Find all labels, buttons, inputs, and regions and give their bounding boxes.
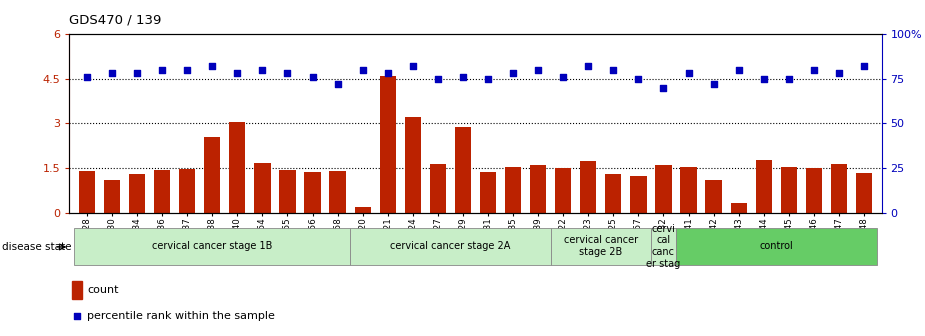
- Point: [531, 67, 546, 72]
- Bar: [630, 176, 647, 213]
- Text: disease state: disease state: [2, 242, 71, 252]
- Bar: [655, 165, 672, 213]
- FancyBboxPatch shape: [550, 227, 651, 265]
- FancyBboxPatch shape: [651, 227, 676, 265]
- Bar: [129, 173, 145, 213]
- Bar: [104, 180, 120, 213]
- Text: cervical cancer stage 1B: cervical cancer stage 1B: [152, 241, 273, 251]
- Point: [305, 74, 320, 79]
- Bar: [781, 167, 797, 213]
- Text: GDS470 / 139: GDS470 / 139: [69, 13, 162, 27]
- Point: [481, 76, 496, 81]
- Bar: [605, 174, 622, 213]
- Bar: [72, 281, 81, 299]
- Point: [405, 63, 420, 69]
- Point: [330, 81, 345, 87]
- Point: [455, 74, 470, 79]
- Point: [506, 71, 521, 76]
- Bar: [731, 203, 746, 213]
- Point: [154, 67, 169, 72]
- Point: [857, 63, 871, 69]
- Point: [757, 76, 771, 81]
- Text: cervical cancer
stage 2B: cervical cancer stage 2B: [563, 235, 638, 257]
- FancyBboxPatch shape: [351, 227, 550, 265]
- Text: cervi
cal
canc
er stag: cervi cal canc er stag: [647, 224, 681, 268]
- Point: [832, 71, 846, 76]
- Point: [631, 76, 646, 81]
- FancyBboxPatch shape: [676, 227, 877, 265]
- Point: [130, 71, 144, 76]
- Bar: [430, 164, 446, 213]
- Point: [681, 71, 696, 76]
- Bar: [329, 171, 346, 213]
- Bar: [505, 167, 521, 213]
- Text: count: count: [87, 285, 118, 295]
- Text: cervical cancer stage 2A: cervical cancer stage 2A: [390, 241, 511, 251]
- Bar: [204, 137, 220, 213]
- Point: [280, 71, 295, 76]
- Point: [782, 76, 796, 81]
- Bar: [706, 180, 722, 213]
- Bar: [79, 171, 95, 213]
- Point: [69, 313, 84, 319]
- Point: [380, 71, 395, 76]
- Point: [355, 67, 370, 72]
- Bar: [455, 127, 471, 213]
- Point: [255, 67, 270, 72]
- Bar: [756, 160, 771, 213]
- Bar: [831, 164, 847, 213]
- Point: [732, 67, 746, 72]
- Point: [581, 63, 596, 69]
- Bar: [229, 122, 245, 213]
- Bar: [555, 168, 572, 213]
- Point: [105, 71, 119, 76]
- Point: [807, 67, 821, 72]
- Point: [706, 81, 721, 87]
- Bar: [480, 172, 496, 213]
- Bar: [681, 167, 697, 213]
- Point: [80, 74, 94, 79]
- Bar: [530, 165, 547, 213]
- Bar: [354, 207, 371, 213]
- FancyBboxPatch shape: [74, 227, 351, 265]
- Point: [204, 63, 219, 69]
- Bar: [279, 170, 296, 213]
- Bar: [856, 173, 872, 213]
- Bar: [154, 170, 170, 213]
- Bar: [304, 172, 321, 213]
- Text: control: control: [759, 241, 793, 251]
- Point: [606, 67, 621, 72]
- Bar: [254, 163, 270, 213]
- Point: [230, 71, 245, 76]
- Text: percentile rank within the sample: percentile rank within the sample: [87, 311, 275, 321]
- Point: [430, 76, 445, 81]
- Point: [656, 85, 671, 90]
- Point: [179, 67, 194, 72]
- Bar: [404, 117, 421, 213]
- Bar: [580, 161, 597, 213]
- Bar: [806, 168, 822, 213]
- Point: [556, 74, 571, 79]
- Bar: [379, 77, 396, 213]
- Bar: [179, 169, 195, 213]
